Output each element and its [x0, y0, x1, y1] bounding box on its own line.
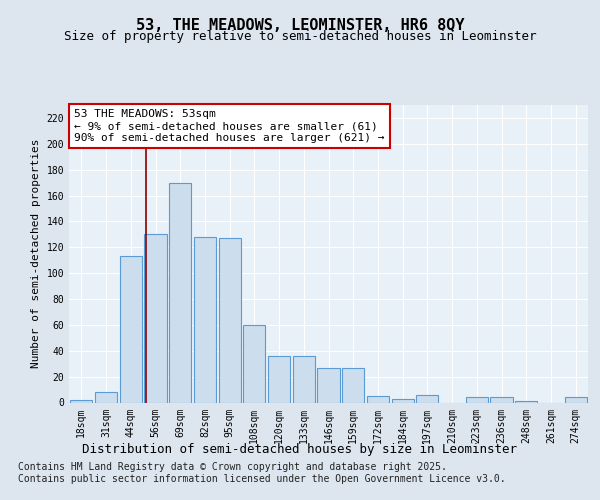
Text: Size of property relative to semi-detached houses in Leominster: Size of property relative to semi-detach…	[64, 30, 536, 43]
Bar	[218, 238, 241, 402]
Bar	[268, 356, 290, 403]
Text: 53 THE MEADOWS: 53sqm
← 9% of semi-detached houses are smaller (61)
90% of semi-: 53 THE MEADOWS: 53sqm ← 9% of semi-detac…	[74, 110, 385, 142]
Bar	[565, 398, 587, 402]
Bar	[145, 234, 167, 402]
Bar	[342, 368, 364, 402]
Y-axis label: Number of semi-detached properties: Number of semi-detached properties	[31, 139, 41, 368]
Bar	[70, 400, 92, 402]
Bar	[169, 182, 191, 402]
Bar	[466, 398, 488, 402]
Bar	[119, 256, 142, 402]
Text: Contains HM Land Registry data © Crown copyright and database right 2025.
Contai: Contains HM Land Registry data © Crown c…	[18, 462, 506, 484]
Bar	[490, 398, 512, 402]
Bar	[392, 398, 414, 402]
Bar	[367, 396, 389, 402]
Text: Distribution of semi-detached houses by size in Leominster: Distribution of semi-detached houses by …	[83, 442, 517, 456]
Bar	[416, 394, 439, 402]
Bar	[194, 237, 216, 402]
Bar	[243, 325, 265, 402]
Text: 53, THE MEADOWS, LEOMINSTER, HR6 8QY: 53, THE MEADOWS, LEOMINSTER, HR6 8QY	[136, 18, 464, 32]
Bar	[515, 401, 538, 402]
Bar	[317, 368, 340, 402]
Bar	[95, 392, 117, 402]
Bar	[293, 356, 315, 403]
